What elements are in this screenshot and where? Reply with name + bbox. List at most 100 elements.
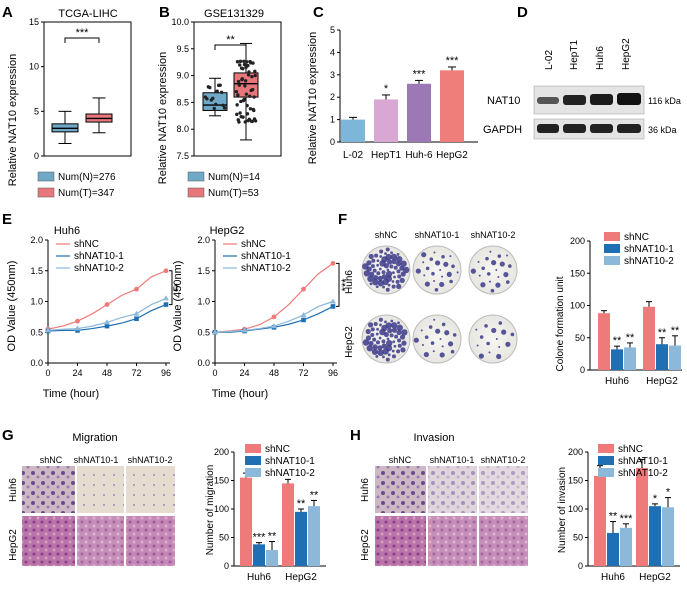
panel-f-colony xyxy=(441,255,445,259)
panel-f-colony xyxy=(452,333,457,337)
panel-f-colony xyxy=(377,345,383,351)
panel-h-xtick-label-1: HepG2 xyxy=(639,572,671,583)
panel-f-colony xyxy=(381,270,386,275)
panel-f-colony xyxy=(495,338,498,340)
panel-f-colony xyxy=(370,264,375,269)
panel-h-legend-label-1: shNAT10-1 xyxy=(618,456,668,467)
panel-b-ytick-label-1: 8.0 xyxy=(176,124,189,134)
panel-c-xtick-label-1: HepT1 xyxy=(371,150,401,161)
panel-c-xtick-label-3: HepG2 xyxy=(436,150,468,161)
panel-f-colony xyxy=(395,255,403,263)
panel-g-col-shnat10-2: shNAT10-2 xyxy=(128,455,173,465)
panel-b-point xyxy=(252,95,256,99)
panel-d-size-nat10: 116 kDa xyxy=(648,96,681,106)
panel-d-row-gapdh: GAPDH xyxy=(483,124,522,136)
panel-g-img-hepg2-shnc xyxy=(22,516,75,566)
panel-f-colony xyxy=(396,283,402,289)
panel-f-colony xyxy=(505,341,511,347)
panel-f-colony xyxy=(378,317,383,322)
panel-f-colony xyxy=(386,339,393,347)
panel-h-ytick-label-3: 150 xyxy=(568,476,583,486)
panel-b-point xyxy=(236,93,240,97)
panel-e-huh6-marker xyxy=(104,319,110,325)
panel-b-ytick-label-0: 7.5 xyxy=(176,151,189,161)
panel-h-img-huh6-shnc xyxy=(375,466,426,513)
panel-f-colony xyxy=(432,350,435,353)
panel-c-bar-2 xyxy=(407,83,431,142)
panel-f-colony xyxy=(476,344,479,347)
panel-g-bar-0-0 xyxy=(240,477,252,566)
panel-f-bar-0-2 xyxy=(624,347,636,370)
panel-b-point xyxy=(235,103,239,107)
panel-a-legend-swatch-1 xyxy=(37,187,55,198)
panel-f-colony xyxy=(501,329,507,335)
panel-f-col-shnat10-1: shNAT10-1 xyxy=(415,230,460,240)
panel-f-colony xyxy=(381,274,387,280)
panel-c-bar-1 xyxy=(374,99,398,142)
panel-b-point xyxy=(244,92,249,96)
panel-h-col-shnat10-2: shNAT10-2 xyxy=(481,455,526,465)
panel-b-point xyxy=(236,79,241,84)
panel-e-title-huh6: Huh6 xyxy=(54,225,80,237)
panel-f-colony xyxy=(376,263,380,267)
panel-d-nat10-band-4 xyxy=(617,93,641,105)
panel-f-colony xyxy=(477,260,480,263)
panel-b-point xyxy=(235,60,240,64)
panel-g-bar-1-1 xyxy=(295,511,307,566)
panel-b-ylabel: Relative NAT10 expression xyxy=(157,52,169,184)
panel-f-colony xyxy=(384,252,387,256)
panel-b-point xyxy=(243,120,247,124)
panel-f-row-hepg2: HepG2 xyxy=(344,326,355,358)
panel-f-colony xyxy=(423,274,426,277)
panel-d-nat10-band-3 xyxy=(590,94,613,105)
panel-d-western-blot: L-02 HepT1 Huh6 HepG2 NAT10 GAPDH 116 kD… xyxy=(483,38,681,140)
panel-e-ylabel-2: OD Value (450nm) xyxy=(172,261,184,352)
panel-e-huh6-marker xyxy=(45,327,51,333)
panel-f-colony xyxy=(372,337,377,342)
panel-f-colony xyxy=(376,327,379,331)
panel-f-sig-0-1: ** xyxy=(613,335,622,347)
panel-c-sig-1: * xyxy=(384,83,389,95)
panel-f-colony xyxy=(367,322,374,328)
panel-f-colony xyxy=(365,328,371,335)
panel-e-huh6-marker xyxy=(163,268,169,274)
panel-e-huh6-sig-label: ** xyxy=(173,283,185,292)
panel-b-point xyxy=(252,117,257,121)
panel-b-point xyxy=(214,102,218,107)
panel-f-colony xyxy=(481,266,485,271)
panel-b-point xyxy=(234,89,239,94)
panel-f-colony xyxy=(413,337,419,343)
panel-b-point xyxy=(241,98,246,103)
panel-f-colony xyxy=(396,349,401,354)
panel-b-point xyxy=(238,111,242,115)
panel-f-colony xyxy=(377,275,383,282)
panel-f-colony xyxy=(386,268,390,272)
panel-f-colony xyxy=(376,259,380,263)
panel-g-img-huh6-shnc xyxy=(22,466,75,513)
panel-f-colony xyxy=(449,255,452,258)
panel-d-gapdh-band-3 xyxy=(590,124,613,133)
panel-f-colony xyxy=(382,278,389,286)
panel-f-colony xyxy=(375,332,379,336)
panel-c-ytick-label-2: 2 xyxy=(330,92,335,102)
panel-f-colony xyxy=(396,269,401,274)
panel-b-point xyxy=(247,94,252,98)
panel-d-nat10-band-2 xyxy=(563,95,586,105)
panel-b-point xyxy=(205,97,209,101)
panel-d-gapdh-band-4 xyxy=(617,124,641,133)
panel-f-colony xyxy=(425,266,430,271)
panel-f-colony xyxy=(489,250,492,253)
panel-b-point xyxy=(247,70,251,74)
panel-c-ylabel: Relative NAT10 expression xyxy=(307,32,319,164)
panel-e-huh6-marker xyxy=(133,310,140,316)
panel-f-colony xyxy=(499,261,505,267)
panel-e-hepg2-xtick-label-2: 48 xyxy=(269,368,279,378)
panel-b-legend-swatch-0 xyxy=(187,171,205,182)
panel-f-colony xyxy=(368,340,374,347)
panel-f-colony xyxy=(496,353,502,360)
panel-f-colony xyxy=(392,271,395,275)
panel-f-colony xyxy=(433,280,436,283)
panel-g-legend-label-1: shNAT10-1 xyxy=(265,456,315,467)
panel-g-bar-0-2 xyxy=(266,550,278,566)
